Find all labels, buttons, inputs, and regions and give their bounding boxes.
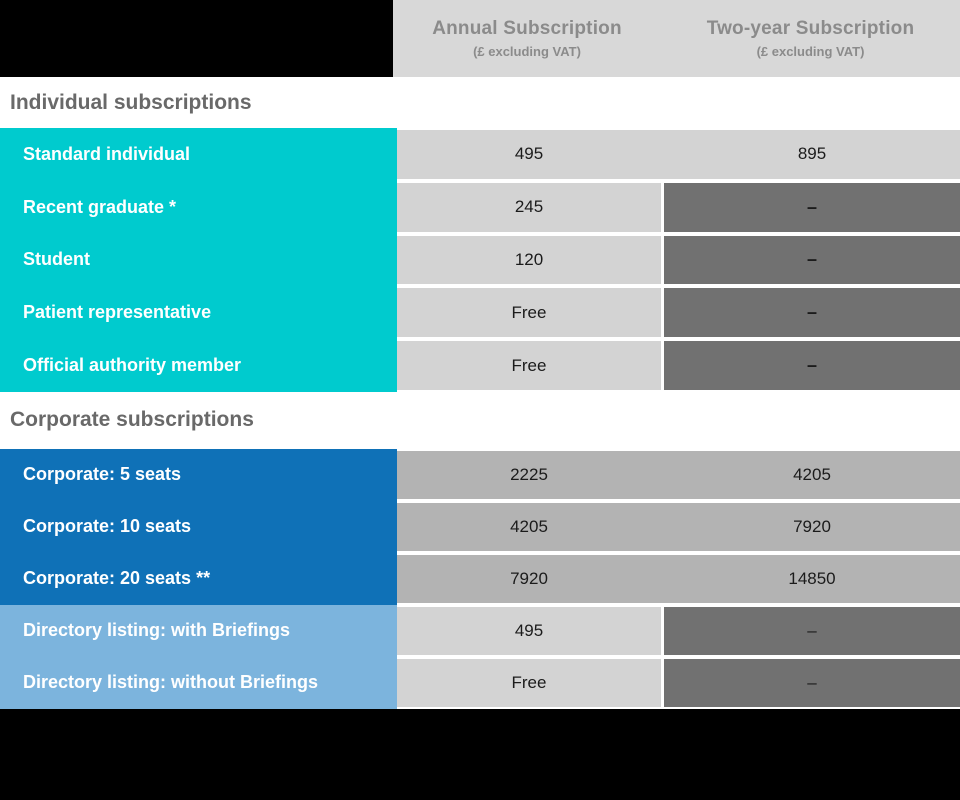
row-label: Directory listing: without Briefings [0, 656, 397, 709]
row-label: Standard individual [0, 128, 397, 181]
column-gutter [661, 606, 664, 655]
table-row: Directory listing: without Briefings Fre… [0, 656, 960, 709]
individual-section: Standard individual 495 895 Recent gradu… [0, 128, 960, 392]
two-year-value-cell: 4205 [664, 450, 960, 499]
two-year-value-cell: – [664, 182, 960, 232]
two-year-value-cell: – [664, 606, 960, 655]
row-label: Corporate: 5 seats [0, 448, 397, 501]
column-gutter [661, 658, 664, 707]
table-row: Student 120 – [0, 233, 960, 287]
two-year-column-header: Two-year Subscription (£ excluding VAT) [661, 0, 960, 77]
two-year-value-cell: 14850 [664, 554, 960, 603]
annual-value-cell: 245 [397, 182, 661, 232]
two-year-value-cell: 7920 [664, 502, 960, 551]
annual-value-cell: 495 [397, 130, 661, 179]
corporate-section: Corporate: 5 seats 2225 4205 Corporate: … [0, 448, 960, 709]
annual-column-title: Annual Subscription [432, 18, 622, 39]
two-year-value-cell: 895 [664, 130, 960, 179]
two-year-column-title: Two-year Subscription [706, 18, 915, 39]
corporate-section-title: Corporate subscriptions [10, 408, 254, 432]
annual-value-cell: 7920 [397, 554, 661, 603]
row-label: Corporate: 20 seats ** [0, 552, 397, 605]
header-spacer [0, 0, 393, 77]
individual-section-title: Individual subscriptions [10, 90, 252, 114]
column-headers: Annual Subscription (£ excluding VAT) Tw… [393, 0, 960, 77]
annual-value-cell: 495 [397, 606, 661, 655]
column-gutter [661, 502, 664, 551]
annual-value-cell: 120 [397, 235, 661, 285]
column-gutter [661, 130, 664, 179]
table-row: Recent graduate * 245 – [0, 180, 960, 234]
row-label: Official authority member [0, 339, 397, 392]
row-label: Recent graduate * [0, 180, 397, 234]
column-gutter [661, 182, 664, 232]
annual-value-cell: Free [397, 658, 661, 707]
annual-value-cell: 2225 [397, 450, 661, 499]
column-gutter [661, 341, 664, 390]
table-row: Directory listing: with Briefings 495 – [0, 604, 960, 657]
row-label: Patient representative [0, 286, 397, 340]
table-row: Corporate: 20 seats ** 7920 14850 [0, 552, 960, 605]
column-gutter [661, 450, 664, 499]
two-year-value-cell: – [664, 658, 960, 707]
two-year-value-cell: – [664, 288, 960, 338]
row-label: Corporate: 10 seats [0, 500, 397, 553]
column-gutter [661, 288, 664, 338]
row-label: Directory listing: with Briefings [0, 604, 397, 657]
annual-value-cell: Free [397, 288, 661, 338]
table-row: Patient representative Free – [0, 286, 960, 340]
annual-column-subtitle: (£ excluding VAT) [473, 44, 581, 59]
annual-value-cell: 4205 [397, 502, 661, 551]
table-row: Corporate: 5 seats 2225 4205 [0, 448, 960, 501]
table-row: Corporate: 10 seats 4205 7920 [0, 500, 960, 553]
column-gutter [661, 554, 664, 603]
table-row: Standard individual 495 895 [0, 128, 960, 181]
row-label: Student [0, 233, 397, 287]
table-row: Official authority member Free – [0, 339, 960, 392]
two-year-column-subtitle: (£ excluding VAT) [756, 44, 865, 59]
footer-bar [0, 708, 960, 800]
table-header-row: Annual Subscription (£ excluding VAT) Tw… [0, 0, 960, 77]
annual-value-cell: Free [397, 341, 661, 390]
two-year-value-cell: – [664, 341, 960, 390]
annual-column-header: Annual Subscription (£ excluding VAT) [393, 0, 661, 77]
column-gutter [661, 235, 664, 285]
two-year-value-cell: – [664, 235, 960, 285]
